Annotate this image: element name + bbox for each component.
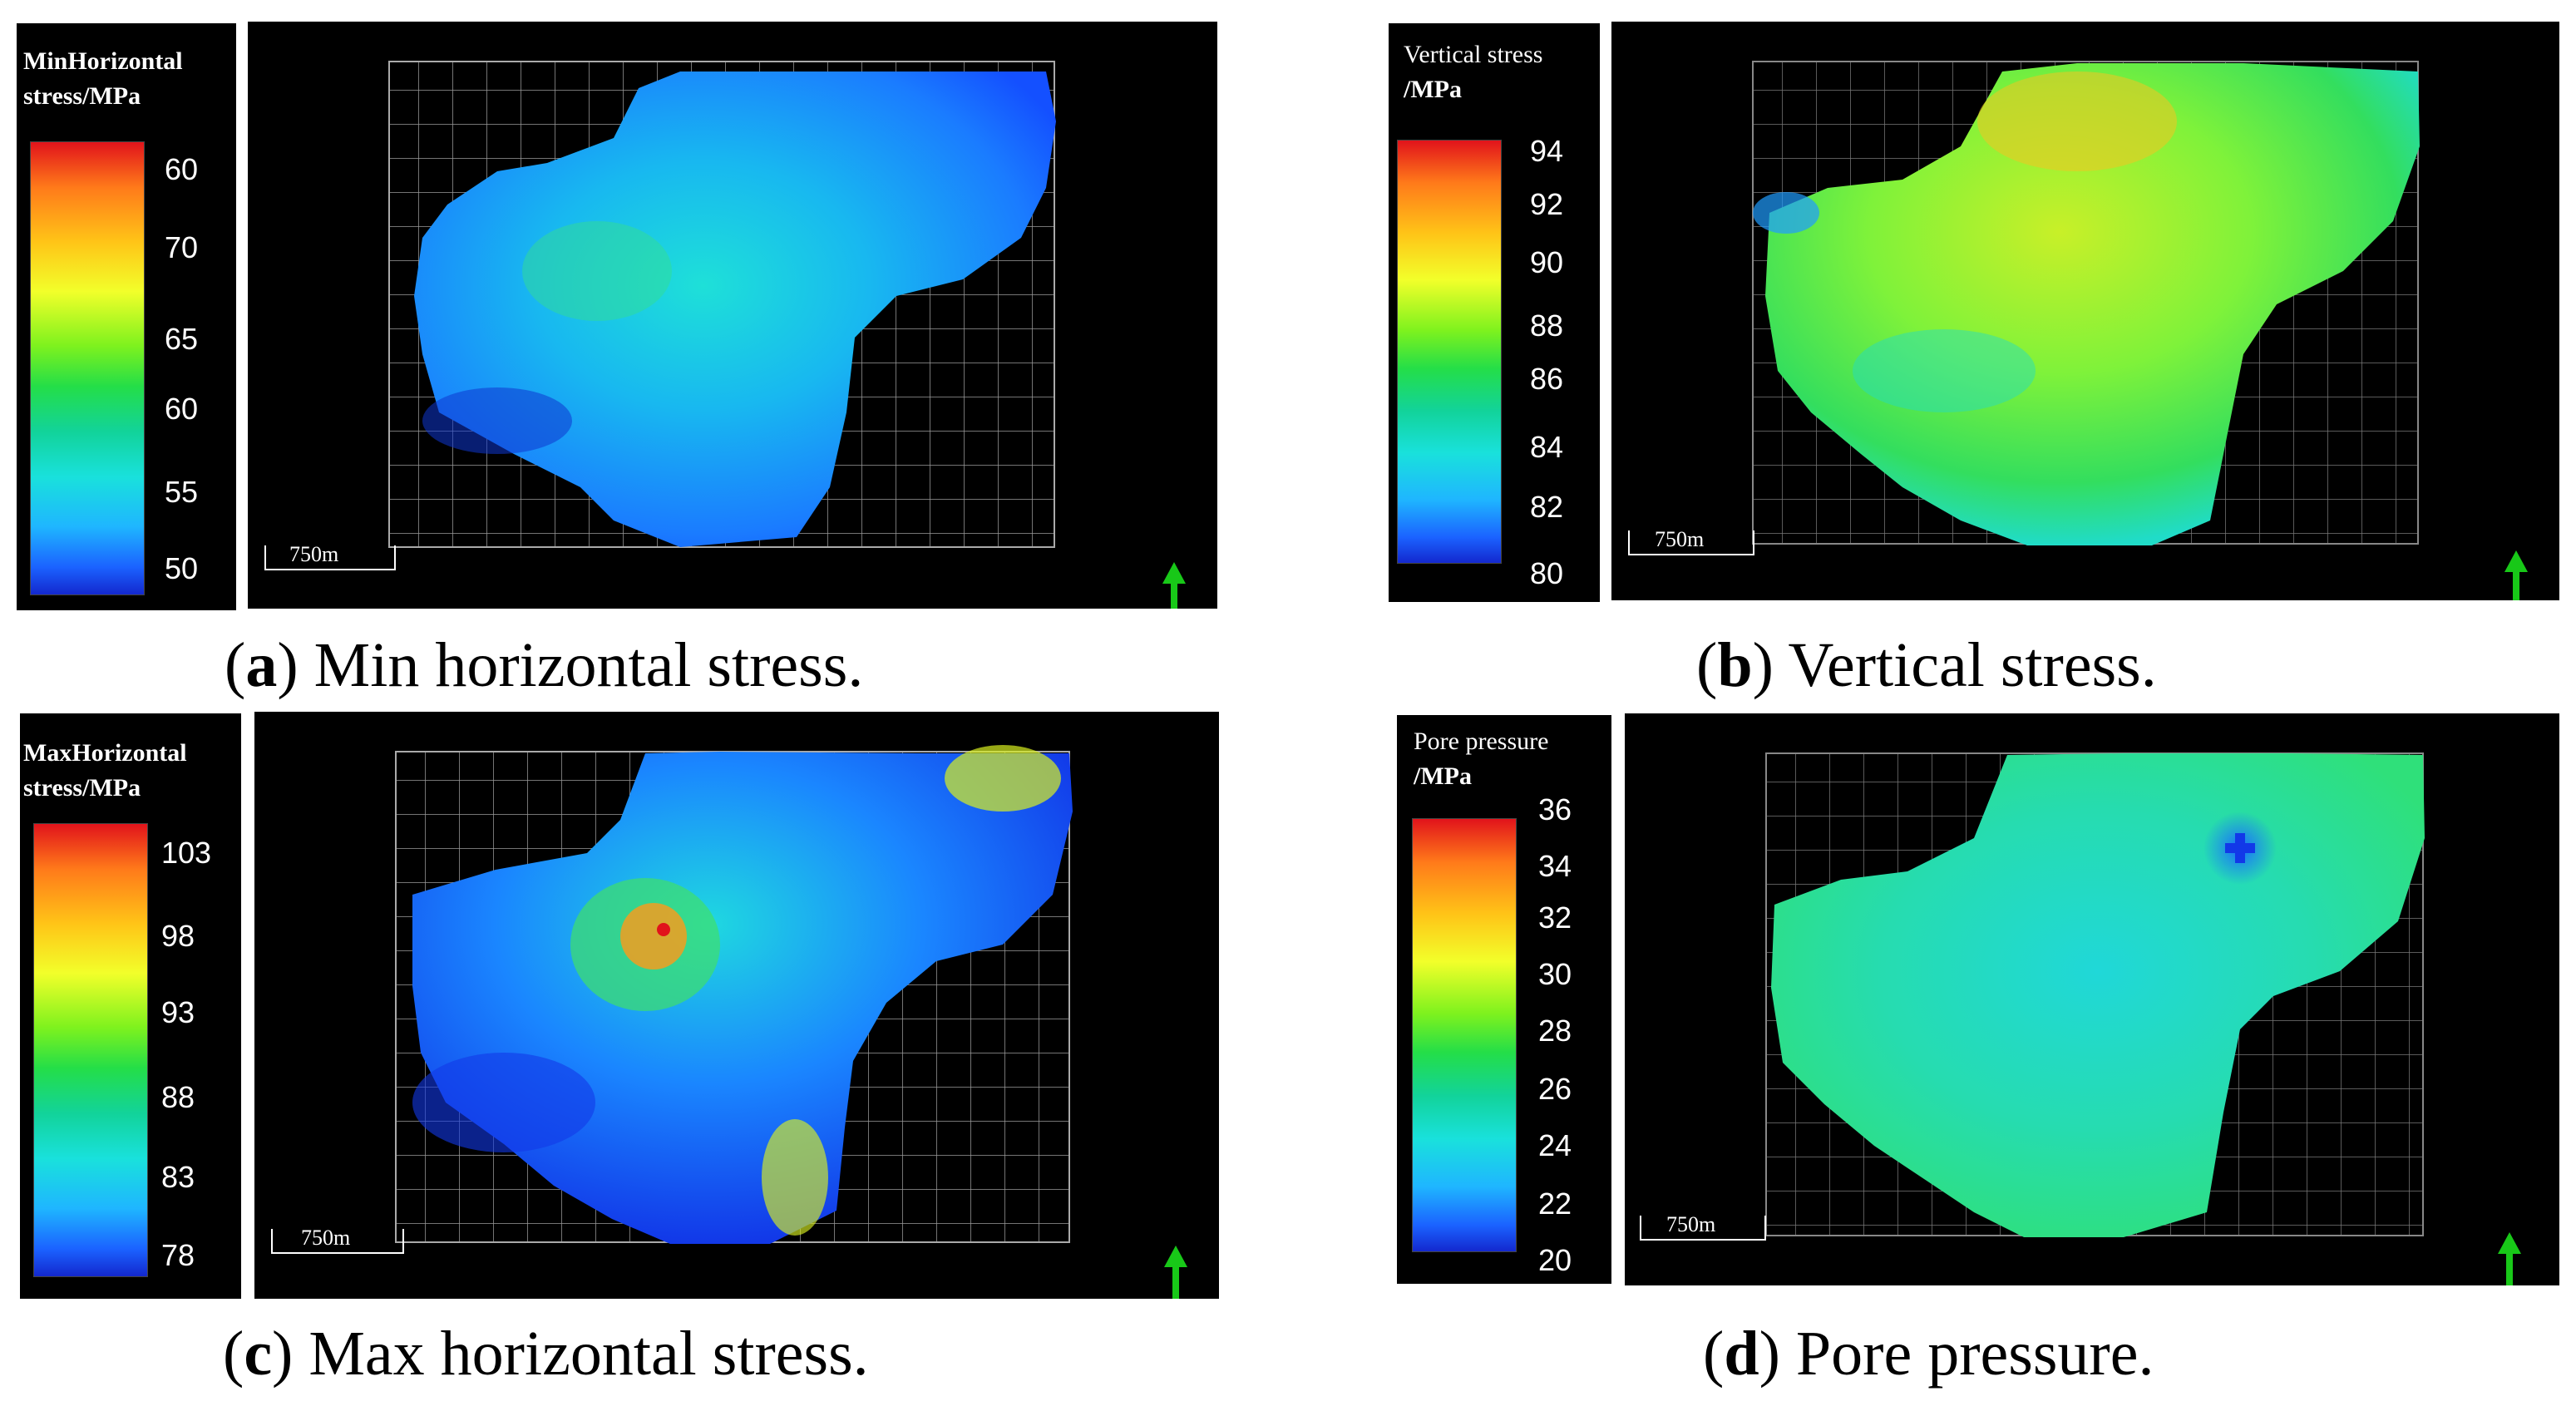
- legend-title-line2: /MPa: [1414, 762, 1472, 790]
- caption-text: Pore pressure.: [1795, 1319, 2154, 1389]
- colorbar: [1397, 140, 1502, 564]
- scale-label: 750m: [1666, 1212, 1716, 1236]
- map-d: 750m: [1625, 713, 2559, 1285]
- legend-c: MaxHorizontal stress/MPa 103 98 93 88 83…: [20, 713, 241, 1299]
- tick-label: 78: [161, 1238, 195, 1272]
- scale-label: 750m: [301, 1226, 351, 1250]
- legend-title-line1: Pore pressure: [1414, 728, 1549, 755]
- legend-title-line1: Vertical stress: [1404, 41, 1543, 68]
- tick-label: 92: [1530, 187, 1564, 221]
- high-zone: [1977, 72, 2177, 171]
- tick-label: 55: [165, 475, 199, 509]
- caption-c: (c) Max horizontal stress.: [223, 1319, 869, 1389]
- caption-letter: b: [1717, 630, 1753, 700]
- tick-label: 103: [161, 836, 212, 870]
- colorbar: [30, 141, 145, 595]
- map-b: 750m: [1611, 22, 2559, 600]
- legend-title-line2: stress/MPa: [23, 774, 141, 802]
- colorbar: [33, 823, 148, 1277]
- tick-label: 60: [165, 152, 199, 186]
- tick-label: 98: [161, 919, 195, 953]
- tick-label: 24: [1538, 1128, 1572, 1162]
- low-zone: [412, 1053, 595, 1152]
- stress-region: [1765, 63, 2420, 545]
- high-zone: [620, 903, 687, 969]
- tick-label: 93: [161, 995, 195, 1029]
- legend-d: Pore pressure /MPa 36 34 32 30 28 26 24 …: [1397, 715, 1611, 1284]
- colorbar: [1412, 818, 1517, 1252]
- legend-b: Vertical stress /MPa 94 92 90 88 86 84 8…: [1389, 23, 1600, 602]
- high-zone: [762, 1119, 828, 1236]
- peak-point: [657, 923, 670, 936]
- low-zone: [422, 387, 572, 454]
- caption-d: (d) Pore pressure.: [1703, 1319, 2154, 1389]
- map-svg: [1628, 61, 2528, 600]
- legend-title-line2: stress/MPa: [23, 82, 141, 110]
- caption-text: Max horizontal stress.: [308, 1319, 869, 1389]
- map-c: 750m: [254, 712, 1219, 1299]
- tick-label: 65: [165, 322, 199, 356]
- scale-label: 750m: [289, 542, 339, 566]
- legend-title-line1: MaxHorizontal: [23, 739, 187, 767]
- map-svg: [1640, 752, 2521, 1285]
- tick-label: 70: [165, 230, 199, 264]
- caption-text: Min horizontal stress.: [313, 630, 864, 700]
- legend-title-line1: MinHorizontal: [23, 47, 183, 75]
- tick-label: 20: [1538, 1243, 1572, 1277]
- north-arrow-icon: [2504, 550, 2528, 600]
- tick-label: 32: [1538, 900, 1572, 935]
- low-zone: [1753, 192, 1819, 234]
- caption-letter: a: [245, 630, 278, 700]
- well-marker: [2235, 833, 2245, 863]
- north-arrow-icon: [1164, 1246, 1187, 1299]
- map-a: 750m: [248, 22, 1217, 609]
- tick-label: 94: [1530, 134, 1564, 168]
- caption-b: (b) Vertical stress.: [1696, 630, 2157, 700]
- legend-title-line2: /MPa: [1404, 76, 1462, 103]
- tick-label: 30: [1538, 957, 1572, 991]
- caption-letter: c: [244, 1319, 273, 1389]
- tick-label: 86: [1530, 362, 1564, 396]
- legend-a: MinHorizontal stress/MPa 60 70 65 60 55 …: [17, 23, 236, 610]
- tick-label: 90: [1530, 245, 1564, 279]
- tick-label: 36: [1538, 792, 1572, 826]
- map-svg: [264, 61, 1186, 609]
- tick-label: 60: [165, 392, 199, 426]
- caption-a: (a) Min horizontal stress.: [225, 630, 864, 700]
- mid-zone: [1853, 329, 2036, 412]
- tick-label: 22: [1538, 1187, 1572, 1221]
- tick-label: 88: [1530, 308, 1564, 343]
- tick-label: 82: [1530, 490, 1564, 524]
- north-arrow-icon: [1162, 562, 1186, 609]
- caption-letter: d: [1724, 1319, 1759, 1389]
- highlight-zone: [522, 221, 672, 321]
- high-zone: [945, 745, 1061, 812]
- north-arrow-icon: [2498, 1232, 2521, 1285]
- tick-label: 28: [1538, 1014, 1572, 1048]
- tick-label: 84: [1530, 430, 1564, 464]
- tick-label: 83: [161, 1160, 195, 1194]
- tick-label: 88: [161, 1080, 195, 1114]
- tick-label: 26: [1538, 1072, 1572, 1106]
- tick-label: 34: [1538, 849, 1572, 883]
- scale-label: 750m: [1655, 527, 1705, 551]
- map-svg: [271, 745, 1187, 1299]
- tick-label: 50: [165, 551, 199, 585]
- tick-label: 80: [1530, 556, 1564, 590]
- caption-text: Vertical stress.: [1788, 630, 2157, 700]
- stress-region: [414, 72, 1056, 547]
